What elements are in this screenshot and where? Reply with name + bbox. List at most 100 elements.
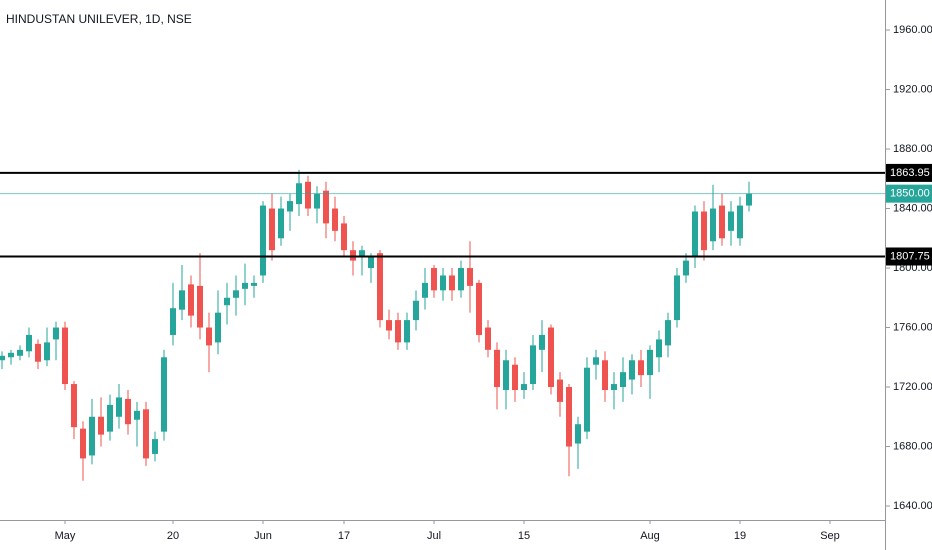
candle-body bbox=[62, 327, 68, 385]
candle-body bbox=[485, 327, 491, 350]
candle-body bbox=[206, 327, 212, 346]
candle-body bbox=[494, 349, 500, 388]
candle-body bbox=[332, 208, 338, 231]
x-tick-label: Jun bbox=[254, 530, 272, 542]
candle-body bbox=[341, 223, 347, 251]
candle-body bbox=[368, 256, 374, 269]
y-tick-label: 1640.00 bbox=[893, 500, 932, 512]
chart-title: HINDUSTAN UNILEVER, 1D, NSE bbox=[6, 12, 192, 26]
x-tick-label: 20 bbox=[167, 530, 179, 542]
x-tick-label: 15 bbox=[518, 530, 530, 542]
candle-body bbox=[674, 275, 680, 321]
last-price-label: 1850.00 bbox=[890, 188, 930, 200]
candle-body bbox=[233, 290, 239, 298]
candle-body bbox=[0, 355, 5, 361]
candle-body bbox=[458, 268, 464, 291]
candle-body bbox=[107, 404, 113, 432]
candle-body bbox=[269, 208, 275, 251]
candle-body bbox=[575, 424, 581, 444]
candle-body bbox=[8, 352, 14, 358]
candle-body bbox=[125, 398, 131, 425]
candle-body bbox=[584, 367, 590, 432]
level-label-box bbox=[886, 247, 932, 266]
candle-body bbox=[719, 205, 725, 239]
candle-body bbox=[548, 327, 554, 388]
candle-body bbox=[386, 320, 392, 331]
candle-body bbox=[728, 211, 734, 231]
candle-body bbox=[26, 334, 32, 352]
candle-body bbox=[593, 357, 599, 365]
candle-body bbox=[395, 320, 401, 343]
x-tick-label: May bbox=[55, 530, 76, 542]
candle-body bbox=[170, 308, 176, 335]
candle-body bbox=[314, 193, 320, 209]
candle-body bbox=[710, 208, 716, 242]
candle-body bbox=[512, 364, 518, 390]
y-tick-label: 1960.00 bbox=[893, 24, 932, 36]
x-tick-label: 19 bbox=[734, 530, 746, 542]
candle-body bbox=[161, 357, 167, 432]
candle-body bbox=[305, 181, 311, 209]
candle-body bbox=[251, 282, 257, 286]
candle-body bbox=[404, 320, 410, 343]
candle-body bbox=[539, 334, 545, 350]
candle-body bbox=[620, 372, 626, 388]
candle-body bbox=[377, 253, 383, 321]
candle-body bbox=[638, 360, 644, 376]
candle-body bbox=[17, 349, 23, 356]
candle-body bbox=[647, 349, 653, 376]
candle-body bbox=[692, 211, 698, 257]
candle-body bbox=[188, 284, 194, 316]
candle-body bbox=[89, 416, 95, 456]
level-label-box bbox=[886, 163, 932, 182]
candle-body bbox=[467, 268, 473, 286]
x-tick-label: Jul bbox=[427, 530, 441, 542]
candle-body bbox=[197, 285, 203, 328]
candle-body bbox=[53, 327, 59, 340]
level-label: 1863.95 bbox=[890, 167, 930, 179]
candle-body bbox=[215, 312, 221, 343]
candle-body bbox=[476, 282, 482, 335]
candle-body bbox=[278, 208, 284, 239]
candle-body bbox=[323, 190, 329, 224]
candle-body bbox=[440, 275, 446, 291]
candle-body bbox=[134, 410, 140, 420]
candle-body bbox=[701, 211, 707, 251]
candle-body bbox=[449, 275, 455, 291]
candle-body bbox=[656, 339, 662, 358]
y-tick-label: 1760.00 bbox=[893, 321, 932, 333]
candle-body bbox=[98, 416, 104, 435]
candle-body bbox=[665, 320, 671, 346]
y-tick-label: 1880.00 bbox=[893, 143, 932, 155]
y-tick-label: 1840.00 bbox=[893, 202, 932, 214]
candle-body bbox=[503, 360, 509, 390]
x-tick-label: 17 bbox=[338, 530, 350, 542]
candle-body bbox=[413, 300, 419, 321]
candle-body bbox=[629, 360, 635, 380]
candle-body bbox=[566, 387, 572, 447]
y-tick-label: 1920.00 bbox=[893, 83, 932, 95]
y-tick-label: 1680.00 bbox=[893, 440, 932, 452]
candle-body bbox=[80, 428, 86, 459]
candle-body bbox=[557, 379, 563, 402]
candle-body bbox=[422, 282, 428, 298]
candle-body bbox=[530, 345, 536, 385]
level-label: 1807.75 bbox=[890, 250, 930, 262]
candle-body bbox=[71, 384, 77, 428]
candle-body bbox=[35, 343, 41, 362]
x-tick-label: Aug bbox=[640, 530, 660, 542]
candle-body bbox=[44, 342, 50, 361]
candle-body bbox=[737, 205, 743, 239]
candle-body bbox=[611, 384, 617, 390]
y-tick-label: 1720.00 bbox=[893, 381, 932, 393]
candle-body bbox=[179, 290, 185, 310]
x-tick-label: Sep bbox=[820, 530, 840, 542]
candle-body bbox=[224, 297, 230, 306]
candle-body bbox=[116, 397, 122, 417]
candle-body bbox=[359, 250, 365, 257]
candle-body bbox=[143, 409, 149, 459]
candle-body bbox=[152, 439, 158, 454]
candle-body bbox=[521, 384, 527, 390]
